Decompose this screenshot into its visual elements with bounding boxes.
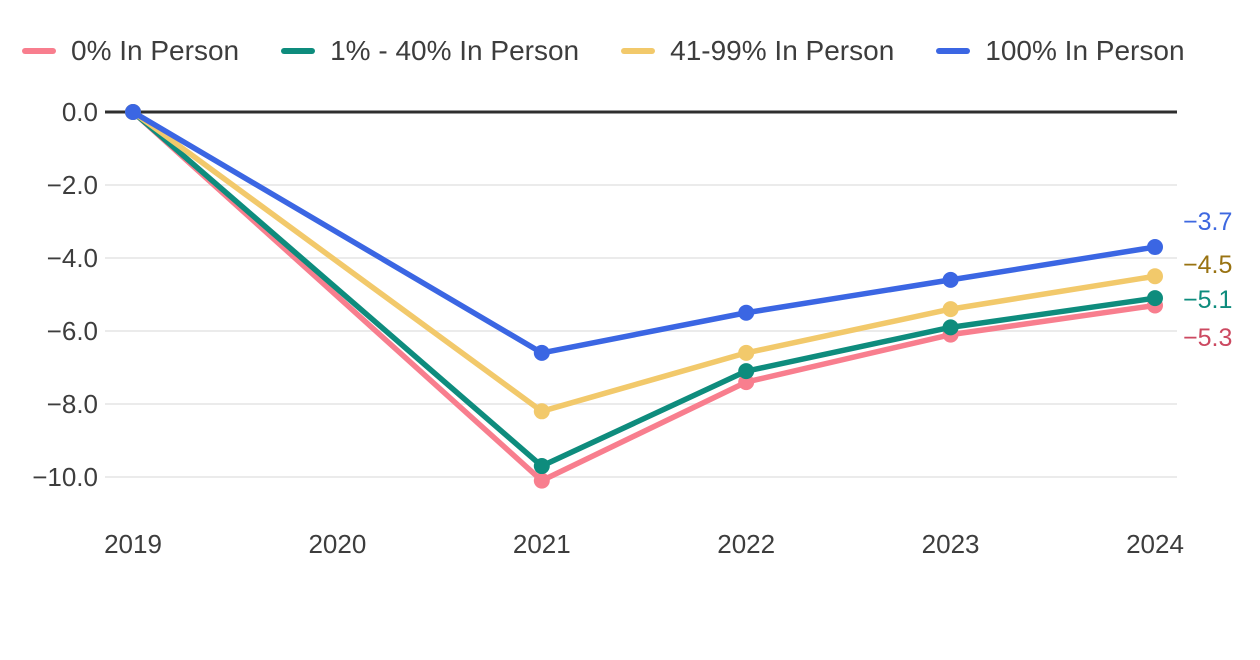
legend-label: 100% In Person <box>985 35 1185 66</box>
y-tick-label: −2.0 <box>47 170 98 200</box>
data-point-0-in-person[interactable] <box>738 374 755 391</box>
chart-legend: 0% In Person 1% - 40% In Person 41-99% In … <box>22 37 1185 65</box>
data-point-1-40-in-person[interactable] <box>942 319 959 336</box>
series-end-value-100-in-person: −3.7 <box>1183 208 1232 236</box>
data-point-100-in-person[interactable] <box>533 344 550 361</box>
data-point-41-99-in-person[interactable] <box>1147 268 1163 285</box>
data-point-41-99-in-person[interactable] <box>942 301 959 318</box>
data-point-0-in-person[interactable] <box>533 472 550 489</box>
x-tick-label: 2022 <box>717 529 775 559</box>
series-line-1-40-in-person <box>130 109 1158 469</box>
x-tick-label: 2019 <box>104 529 162 559</box>
x-tick-label: 2020 <box>308 529 366 559</box>
series-end-value-0-in-person: −5.3 <box>1183 324 1232 352</box>
legend-label: 1% - 40% In Person <box>330 35 580 66</box>
y-tick-label: −8.0 <box>47 389 98 419</box>
data-point-100-in-person[interactable] <box>942 271 959 288</box>
data-point-100-in-person[interactable] <box>125 104 141 120</box>
y-tick-label: 0.0 <box>62 97 98 127</box>
data-point-1-40-in-person[interactable] <box>533 458 550 475</box>
series-line-100-in-person <box>130 109 1158 356</box>
x-tick-label: 2021 <box>513 529 571 559</box>
series-end-value-41-99-in-person: −4.5 <box>1183 251 1232 279</box>
chart-plot-area: 0.0 −2.0 −4.0 −6.0 −8.0 −10.0 2019 2020 2021 2022… <box>32 97 1232 559</box>
legend-swatch-icon <box>22 48 56 54</box>
series-line-41-99-in-person <box>130 109 1158 415</box>
data-point-100-in-person[interactable] <box>1147 239 1163 256</box>
data-point-1-40-in-person[interactable] <box>738 363 755 380</box>
data-point-41-99-in-person[interactable] <box>533 403 550 420</box>
legend-item-1-40-in-person[interactable]: 1% - 40% In Person <box>281 37 579 65</box>
data-point-41-99-in-person[interactable] <box>738 344 755 361</box>
x-tick-label: 2023 <box>922 529 980 559</box>
legend-swatch-icon <box>936 48 971 54</box>
x-tick-label: 2024 <box>1126 529 1184 559</box>
y-tick-label: −4.0 <box>47 243 98 273</box>
legend-swatch-icon <box>621 48 656 54</box>
data-point-1-40-in-person[interactable] <box>1147 290 1163 307</box>
legend-label: 41-99% In Person <box>670 35 895 66</box>
legend-label: 0% In Person <box>71 35 240 66</box>
series-end-value-1-40-in-person: −5.1 <box>1183 286 1232 314</box>
y-tick-label: −10.0 <box>32 462 98 492</box>
data-point-100-in-person[interactable] <box>738 304 755 321</box>
series-line-0-in-person <box>130 109 1158 484</box>
legend-swatch-icon <box>281 48 316 54</box>
legend-item-41-99-in-person[interactable]: 41-99% In Person <box>621 37 894 65</box>
legend-item-0-in-person[interactable]: 0% In Person <box>22 37 239 65</box>
legend-item-100-in-person[interactable]: 100% In Person <box>936 35 1185 66</box>
y-tick-label: −6.0 <box>47 316 98 346</box>
